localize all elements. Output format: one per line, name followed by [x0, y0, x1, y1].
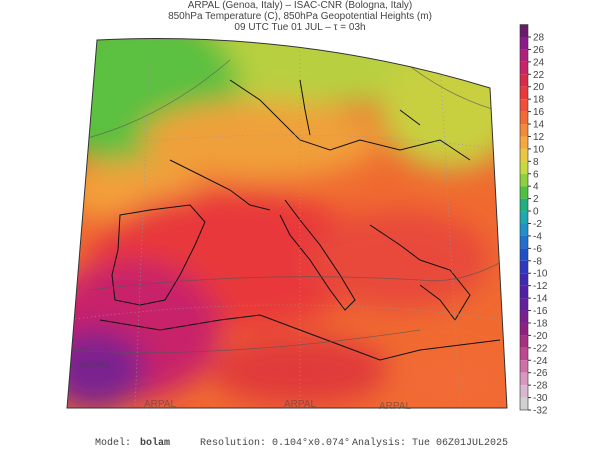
colorbar-box — [520, 173, 528, 187]
colorbar-box — [520, 136, 528, 149]
footer-model: bolam — [140, 437, 170, 449]
colorbar-box — [520, 385, 528, 398]
colorbar-label: -28 — [533, 381, 548, 392]
watermark: ARPAL — [379, 401, 411, 412]
colorbar-box — [520, 74, 528, 87]
footer-resolution: Resolution: 0.104°x0.074° — [200, 437, 350, 449]
colorbar-box — [520, 37, 528, 50]
watermark: ARPAL — [284, 399, 316, 410]
colorbar-label: -30 — [533, 393, 548, 404]
watermark: ARPAL — [144, 399, 176, 410]
colorbar-box — [520, 49, 528, 62]
colorbar-frame — [519, 24, 529, 411]
colorbar-label: -2 — [533, 219, 542, 230]
map-frame — [66, 38, 508, 409]
colorbar-box — [520, 61, 528, 75]
colorbar-box — [520, 124, 528, 137]
colorbar-label: -4 — [533, 231, 542, 242]
colorbar-box — [520, 360, 528, 373]
colorbar-label: -14 — [533, 294, 548, 305]
colorbar-box — [520, 148, 528, 162]
colorbar-box — [520, 273, 528, 286]
colorbar-box — [520, 347, 528, 361]
header-line: ARPAL (Genoa, Italy) – ISAC-CNR (Bologna… — [188, 0, 413, 11]
colorbar-label: -18 — [533, 318, 548, 329]
colorbar-box — [520, 372, 528, 386]
colorbar-box — [520, 397, 528, 410]
colorbar-box — [520, 285, 528, 299]
colorbar-label: 24 — [533, 57, 545, 68]
colorbar-label: -16 — [533, 306, 548, 317]
colorbar-box — [520, 111, 528, 125]
colorbar-box — [520, 248, 528, 261]
colorbar-label: -20 — [533, 331, 548, 342]
colorbar-label: 16 — [533, 107, 545, 118]
colorbar-label: -24 — [533, 356, 548, 367]
colorbar-label: 8 — [533, 157, 539, 168]
map-field — [67, 38, 507, 408]
colorbar-label: -8 — [533, 256, 542, 267]
colorbar-label: 2 — [533, 194, 539, 205]
watermark: ARPAL — [79, 360, 111, 371]
colorbar-label: 28 — [533, 33, 545, 44]
watermarks: ARPAL ARPAL ARPAL ARPAL — [79, 360, 411, 412]
colorbar-label: -6 — [533, 244, 542, 255]
colorbar-label: 20 — [533, 82, 545, 93]
colorbar-label: 10 — [533, 144, 545, 155]
colorbar-box — [520, 86, 528, 100]
colorbar-box — [520, 99, 528, 112]
colorbar-box — [520, 298, 528, 311]
colorbar-box — [520, 223, 528, 236]
coastlines — [99, 79, 501, 361]
colorbar-label: 0 — [533, 207, 539, 218]
colorbar-label: -10 — [533, 269, 548, 280]
colorbar-label: 26 — [533, 45, 545, 56]
footer-analysis: Analysis: Tue 06Z01JUL2025 — [352, 437, 508, 449]
colorbar-label: -12 — [533, 281, 548, 292]
colorbar-box — [520, 24, 528, 37]
colorbar-label: -22 — [533, 343, 548, 354]
colorbar-box — [520, 235, 528, 249]
colorbar-label: 14 — [533, 120, 545, 131]
colorbar-box — [520, 161, 528, 174]
colorbar-label: 18 — [533, 95, 545, 106]
colorbar-label: -26 — [533, 368, 548, 379]
colorbar-box — [520, 198, 528, 212]
colorbar-label: 6 — [533, 169, 539, 180]
colorbar: 2826242220181614121086420-2-4-6-8-10-12-… — [519, 24, 548, 417]
footer-model-label: Model: — [95, 437, 131, 449]
colorbar-label: 12 — [533, 132, 545, 143]
colorbar-box — [520, 322, 528, 336]
colorbar-label: -32 — [533, 406, 548, 417]
colorbar-label: 22 — [533, 70, 545, 81]
colorbar-box — [520, 310, 528, 323]
colorbar-box — [520, 260, 528, 274]
colorbar-label: 4 — [533, 182, 539, 193]
graticule — [67, 38, 506, 408]
colorbar-box — [520, 186, 528, 199]
header-line: 09 UTC Tue 01 JUL – τ = 03h — [234, 22, 365, 33]
colorbar-box — [520, 335, 528, 348]
header-line: 850hPa Temperature (C), 850hPa Geopotent… — [168, 11, 432, 22]
colorbar-box — [520, 211, 528, 224]
